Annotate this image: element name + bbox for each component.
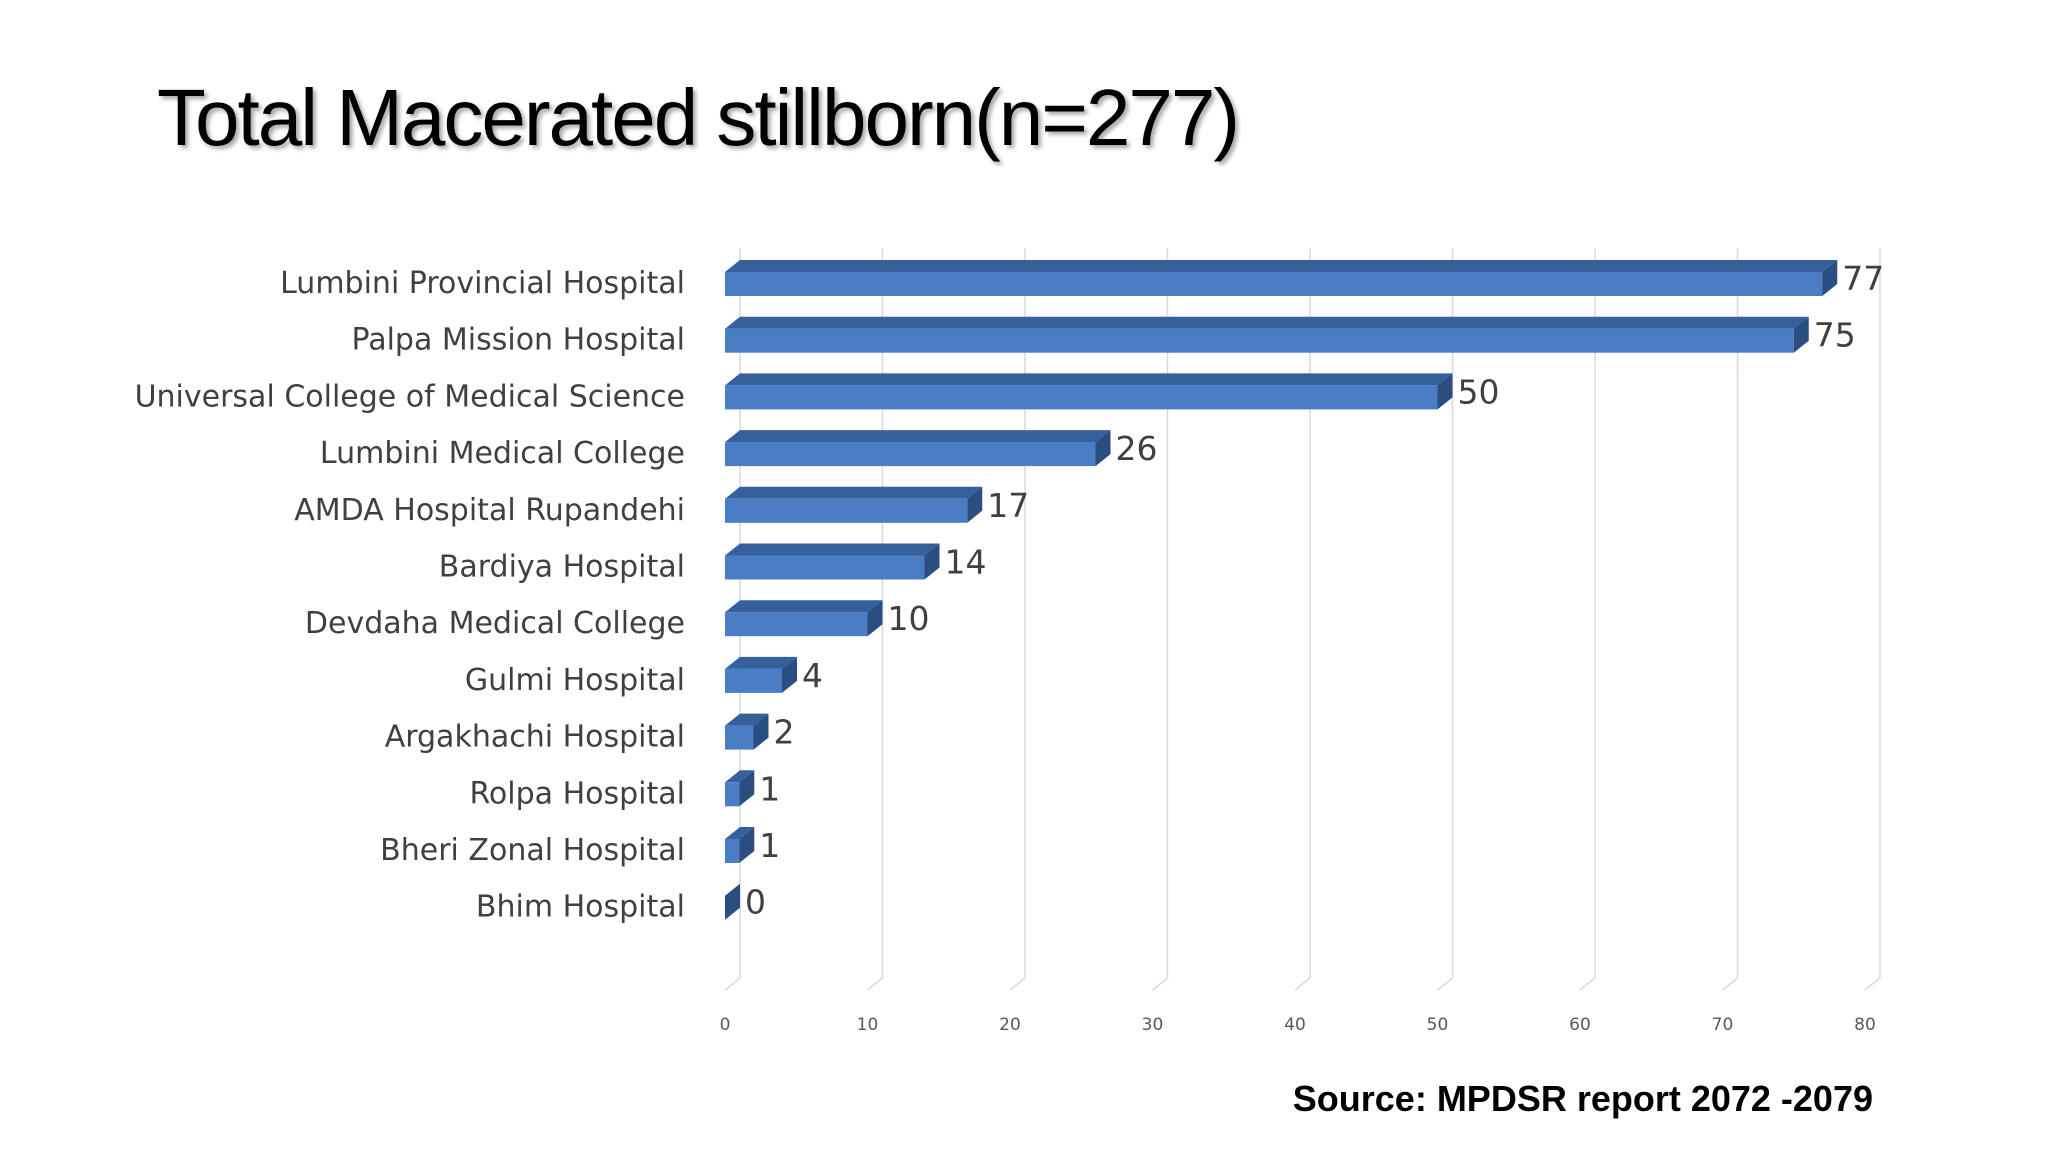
floor-tick <box>1722 977 1738 991</box>
bar-side-face <box>1793 316 1809 353</box>
category-label: Bardiya Hospital <box>439 550 685 585</box>
bar-side-face <box>867 600 883 637</box>
category-label: Universal College of Medical Science <box>135 379 685 414</box>
x-tick-label: 20 <box>999 1015 1021 1035</box>
category-label: Argakhachi Hospital <box>385 720 685 755</box>
data-label: 4 <box>802 656 823 695</box>
bar-side-face <box>753 713 769 750</box>
bar <box>725 272 1823 296</box>
floor-tick <box>724 977 741 991</box>
data-label: 14 <box>945 543 987 582</box>
data-label: 2 <box>774 713 795 752</box>
bar <box>725 782 740 807</box>
category-label: Palpa Mission Hospital <box>351 323 685 358</box>
bar <box>725 442 1096 467</box>
bar <box>725 555 925 580</box>
data-label: 77 <box>1842 259 1884 298</box>
bar-top-face <box>725 827 755 839</box>
floor-tick <box>1579 977 1596 991</box>
bar <box>725 612 868 637</box>
bar <box>725 328 1794 353</box>
bar-top-face <box>725 770 755 783</box>
x-tick-label: 40 <box>1284 1015 1306 1035</box>
bar-top-face <box>725 316 1809 329</box>
bar-side-face <box>967 486 983 523</box>
bar-side-face <box>1822 260 1838 296</box>
data-label: 0 <box>745 883 766 922</box>
x-tick-label: 60 <box>1569 1015 1591 1035</box>
data-label: 1 <box>759 769 780 808</box>
category-label: Rolpa Hospital <box>469 776 685 811</box>
category-label: AMDA Hospital Rupandehi <box>294 493 685 528</box>
bar-top-face <box>725 543 940 556</box>
floor-tick <box>867 977 883 991</box>
x-tick-label: 10 <box>857 1015 879 1035</box>
floor-tick <box>1152 977 1168 991</box>
floor-tick <box>1294 977 1311 991</box>
category-label: Bheri Zonal Hospital <box>380 833 685 868</box>
bar-top-face <box>725 600 883 613</box>
bar-top-face <box>725 486 983 499</box>
bar-top-face <box>725 430 1111 443</box>
floor-tick <box>1437 977 1453 991</box>
source-note: Source: MPDSR report 2072 -2079 <box>1292 1078 1873 1119</box>
category-label: Gulmi Hospital <box>465 663 685 698</box>
category-label: Devdaha Medical College <box>305 606 685 641</box>
data-label: 17 <box>987 486 1029 525</box>
bar <box>725 385 1438 410</box>
bar-top-face <box>725 656 797 669</box>
bar-side-face <box>782 656 797 693</box>
bar-top-face <box>725 713 769 726</box>
x-tick-label: 50 <box>1427 1015 1449 1035</box>
data-label: 50 <box>1458 372 1500 411</box>
bar-top-face <box>725 373 1453 386</box>
bar-side-face <box>739 827 755 863</box>
category-label: Bhim Hospital <box>476 890 685 925</box>
bar-side-face <box>1437 373 1453 410</box>
bar <box>725 668 782 693</box>
bar-side-face <box>739 770 755 807</box>
bar <box>725 725 754 750</box>
data-label: 1 <box>759 826 780 865</box>
x-tick-label: 80 <box>1854 1015 1876 1035</box>
bar-side-face <box>924 543 940 580</box>
bar-side-face <box>1095 430 1111 467</box>
floor-tick <box>1864 977 1881 991</box>
bar <box>725 498 968 523</box>
data-label: 26 <box>1116 429 1158 468</box>
data-label: 10 <box>888 599 930 638</box>
bar-side-face <box>725 883 740 920</box>
category-label: Lumbini Medical College <box>320 436 685 471</box>
data-label: 75 <box>1814 316 1856 355</box>
floor-tick <box>1009 977 1026 991</box>
bar-top-face <box>725 260 1838 272</box>
x-tick-label: 30 <box>1142 1015 1164 1035</box>
x-tick-label: 0 <box>720 1015 731 1035</box>
category-label: Lumbini Provincial Hospital <box>280 266 685 301</box>
bar <box>725 839 740 863</box>
slide-title: Total Macerated stillborn(n=277) <box>157 73 1240 162</box>
x-tick-label: 70 <box>1712 1015 1734 1035</box>
